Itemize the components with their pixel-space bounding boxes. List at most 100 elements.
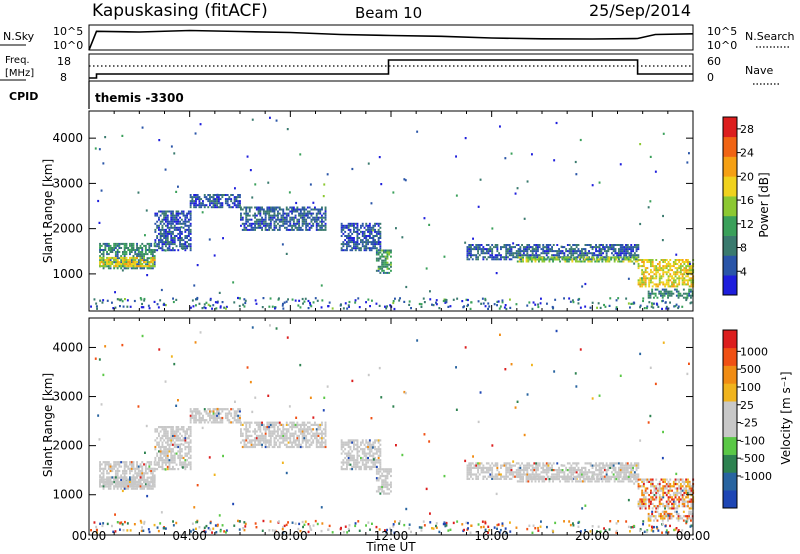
power-cell [671, 265, 673, 268]
power-cell [500, 246, 502, 249]
power-cell [617, 260, 620, 263]
power-cell [143, 297, 146, 301]
velocity-cell [198, 421, 201, 424]
power-cell [245, 226, 248, 229]
power-cell [351, 249, 354, 252]
velocity-cell [173, 456, 176, 460]
power-cell [210, 196, 213, 199]
velocity-cell [344, 461, 347, 464]
power-cell [233, 196, 236, 199]
power-cell [358, 232, 361, 235]
power-cell [221, 202, 224, 205]
power-cell [681, 281, 684, 284]
power-cell [537, 244, 539, 246]
power-cell [408, 303, 411, 306]
power-cell [280, 220, 283, 223]
power-cell [508, 248, 511, 251]
power-cell [172, 216, 174, 219]
power-cell [639, 306, 641, 309]
power-cell [491, 250, 494, 253]
velocity-cell [296, 437, 299, 440]
power-cell [116, 257, 119, 260]
velocity-cell [123, 483, 126, 486]
power-cell [243, 298, 246, 301]
velocity-cell [219, 412, 222, 415]
velocity-cell [299, 445, 302, 449]
velocity-cell [287, 428, 290, 431]
power-cell [148, 244, 151, 247]
velocity-cell [193, 419, 196, 422]
power-cell [296, 222, 299, 225]
velocity-cell [367, 445, 369, 449]
power-cell [637, 248, 640, 251]
power-cell [525, 258, 528, 261]
power-cell [189, 194, 192, 196]
power-cell [179, 222, 181, 225]
power-cell [132, 247, 135, 249]
power-cell [120, 259, 123, 262]
power-cell [170, 226, 173, 229]
power-cell [241, 208, 244, 211]
velocity-cell [102, 467, 105, 470]
power-cell [278, 228, 281, 231]
velocity-cell [321, 445, 323, 449]
velocity-cell [182, 437, 185, 440]
power-cell [516, 187, 519, 190]
velocity-cell [123, 465, 126, 468]
power-cell [250, 226, 253, 229]
velocity-cell [285, 439, 288, 442]
velocity-cell [230, 414, 233, 417]
power-cell [207, 194, 210, 196]
power-cell [214, 200, 217, 203]
velocity-cell [280, 423, 283, 426]
power-cell [239, 297, 241, 300]
velocity-cell [268, 421, 271, 424]
velocity-cell [294, 441, 297, 444]
power-cell [420, 305, 423, 308]
power-cell [630, 252, 633, 255]
power-cell [141, 255, 144, 258]
power-cell [351, 224, 354, 227]
power-cell [595, 250, 597, 253]
velocity-cell [240, 423, 242, 426]
velocity-cell [353, 456, 355, 460]
velocity-cell [159, 454, 162, 457]
power-cell [144, 251, 147, 253]
power-cell [266, 224, 269, 227]
power-cell [257, 218, 260, 221]
power-cell [586, 244, 589, 246]
power-cell [601, 256, 604, 259]
power-cell [368, 230, 371, 233]
velocity-cell [570, 466, 573, 469]
power-cell [628, 252, 631, 255]
power-cell [375, 269, 378, 272]
power-cell [274, 306, 276, 309]
velocity-cell [130, 467, 133, 470]
power-cell [361, 241, 364, 244]
velocity-cell [277, 428, 279, 431]
power-cell [641, 277, 643, 280]
velocity-cell [184, 430, 187, 433]
power-cell [271, 210, 274, 213]
velocity-cell [165, 441, 167, 444]
power-cell [487, 252, 490, 255]
power-cell [109, 265, 112, 268]
velocity-cell [159, 450, 162, 453]
power-cell [368, 241, 371, 244]
power-cell [237, 196, 240, 199]
power-cell [670, 290, 673, 293]
power-cell [363, 249, 366, 252]
velocity-cell [187, 456, 190, 460]
power-cell [649, 294, 652, 297]
power-cell [559, 256, 562, 259]
velocity-cell [113, 465, 116, 468]
power-cell [302, 302, 304, 305]
power-cell [519, 248, 522, 251]
velocity-cell [127, 478, 130, 481]
power-cell [261, 226, 263, 229]
power-cell [305, 218, 308, 221]
velocity-cell [114, 469, 117, 473]
velocity-cell [239, 416, 241, 420]
power-cell [324, 218, 327, 221]
power-cell [584, 305, 587, 308]
